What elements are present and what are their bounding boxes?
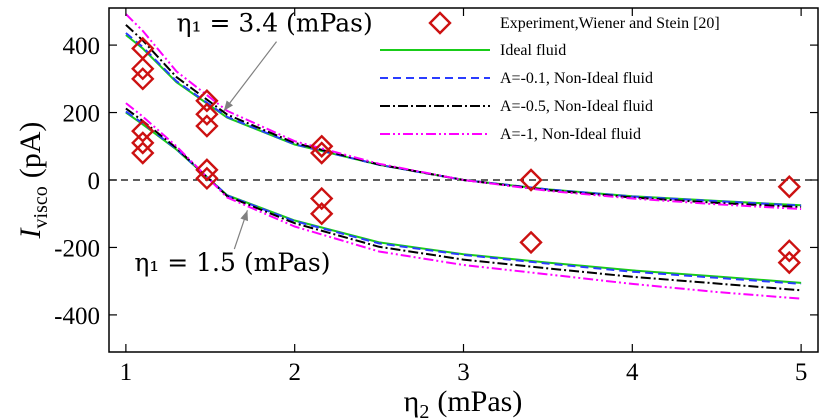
annotations: η₁ = 3.4 (mPas) η₁ = 1.5 (mPas) bbox=[134, 9, 372, 277]
annotation-arrowhead-1 bbox=[240, 210, 249, 222]
legend-marker-experiment bbox=[428, 11, 452, 35]
x-tick-label: 3 bbox=[457, 359, 470, 386]
y-axis-label: Ivisco(pA) bbox=[14, 122, 52, 240]
legend-label-0: Ideal fluid bbox=[500, 42, 566, 59]
annotation-label-1: η₁ = 1.5 (mPas) bbox=[134, 248, 330, 277]
x-axis-label: η2 (mPas) bbox=[404, 385, 523, 418]
y-tick-label: -400 bbox=[54, 303, 100, 330]
experiment-marker bbox=[310, 202, 334, 226]
annotation-label-0: η₁ = 3.4 (mPas) bbox=[177, 9, 373, 38]
axis-labels: 1 2 3 4 5 400 200 0 -200 -400 η2 (mPas) Ivisco(pA) bbox=[14, 7, 819, 418]
experiment-marker bbox=[195, 114, 219, 138]
experiment-marker bbox=[131, 119, 155, 143]
experiment-marker bbox=[310, 141, 334, 165]
experiment-markers bbox=[131, 36, 801, 275]
annotation-arrowhead-0 bbox=[223, 100, 234, 111]
experiment-marker bbox=[131, 67, 155, 91]
y-tick-label: 400 bbox=[63, 33, 101, 60]
series-line-3-group-0 bbox=[125, 13, 802, 210]
y-tick-label: 0 bbox=[88, 168, 101, 195]
experiment-marker bbox=[310, 186, 334, 211]
legend: Experiment,Wiener and Stein [20] Ideal fl… bbox=[380, 11, 720, 143]
experiment-marker bbox=[777, 175, 801, 199]
series-line-1-group-1 bbox=[125, 110, 802, 285]
series-lines bbox=[125, 13, 802, 300]
y-tick-label: -200 bbox=[54, 235, 100, 262]
legend-label-experiment: Experiment,Wiener and Stein [20] bbox=[500, 15, 720, 32]
experiment-marker bbox=[195, 158, 219, 182]
x-tick-label: 5 bbox=[795, 359, 808, 386]
experiment-marker bbox=[519, 168, 543, 192]
annotation-arrow-0 bbox=[223, 41, 278, 112]
experiment-marker bbox=[195, 166, 219, 191]
experiment-marker bbox=[131, 141, 155, 165]
experiment-marker bbox=[777, 239, 801, 263]
experiment-marker bbox=[131, 131, 155, 155]
experiment-marker bbox=[519, 230, 543, 255]
x-tick-label: 1 bbox=[120, 359, 133, 386]
legend-label-3: A=-1, Non-Ideal fluid bbox=[500, 126, 641, 143]
series-line-2-group-1 bbox=[125, 107, 802, 292]
experiment-marker bbox=[195, 102, 219, 126]
experiment-marker bbox=[195, 89, 219, 113]
y-tick-label: 200 bbox=[63, 101, 101, 128]
experiment-marker bbox=[777, 250, 801, 275]
legend-label-2: A=-0.5, Non-Ideal fluid bbox=[500, 98, 653, 115]
experiment-marker bbox=[310, 134, 334, 158]
experiment-marker bbox=[131, 57, 155, 81]
legend-label-1: A=-0.1, Non-Ideal fluid bbox=[500, 70, 653, 87]
x-tick-label: 4 bbox=[626, 359, 639, 386]
x-tick-label: 2 bbox=[288, 359, 301, 386]
series-line-3-group-1 bbox=[125, 102, 802, 300]
